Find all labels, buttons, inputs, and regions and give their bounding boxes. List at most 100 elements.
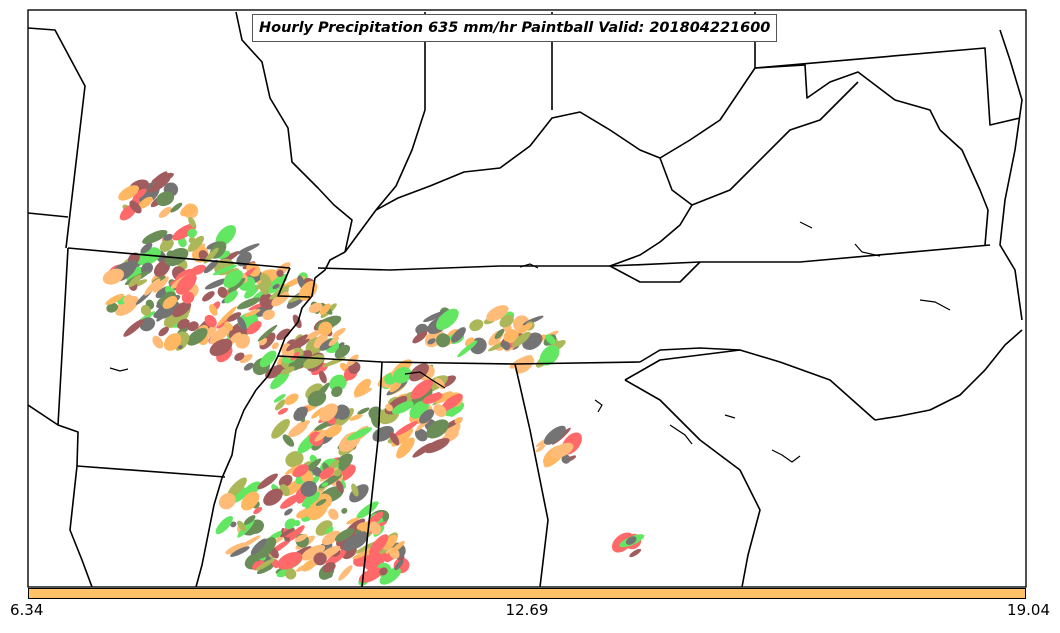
precip-blob (300, 480, 318, 497)
precip-blob (237, 297, 261, 310)
precip-blob (349, 531, 368, 549)
precip-blob (187, 235, 205, 252)
paintball-precip-layer (102, 171, 645, 586)
precip-blob (187, 228, 197, 238)
precip-blob (273, 394, 286, 403)
precip-blob (271, 418, 290, 439)
precip-blob (287, 525, 305, 542)
precip-blob (241, 491, 260, 511)
precip-blob (271, 559, 280, 569)
precip-blob (423, 310, 447, 323)
precip-blob (237, 535, 261, 550)
precip-blob (301, 544, 326, 561)
precip-blob (246, 321, 262, 335)
precip-blob (187, 321, 199, 332)
precip-blob (412, 331, 428, 344)
precip-blob (389, 382, 402, 393)
precip-blob (387, 396, 399, 405)
precip-blob (267, 273, 288, 294)
precip-blob (144, 278, 161, 296)
precip-blob (276, 328, 291, 341)
precip-blob (295, 420, 310, 429)
precip-blob (285, 451, 304, 468)
precip-blob (226, 312, 242, 322)
precip-blob (188, 216, 196, 228)
precip-blob (435, 391, 453, 404)
precip-blob (338, 565, 353, 581)
precip-blob (292, 314, 302, 329)
precip-blob (448, 408, 457, 417)
precip-blob (332, 327, 346, 338)
precip-blob (328, 508, 339, 520)
precip-blob (331, 386, 343, 398)
precip-blob (105, 293, 124, 305)
precip-blob (358, 567, 383, 583)
precip-blob (512, 331, 531, 348)
precip-blob (181, 291, 195, 304)
precip-blob (142, 229, 168, 245)
precip-blob (209, 304, 218, 316)
precip-blob (457, 340, 478, 358)
colorbar-min-label: 6.34 (10, 601, 44, 619)
precip-blob (311, 466, 323, 477)
precip-blob (255, 558, 275, 571)
precip-blob (319, 467, 335, 480)
precip-blob (237, 316, 247, 331)
precip-blob (346, 427, 373, 441)
precip-blob (313, 552, 327, 566)
precip-blob (235, 333, 250, 349)
precip-blob (392, 367, 412, 384)
precip-blob (517, 323, 533, 334)
precip-blob (494, 328, 505, 340)
precip-blob (292, 464, 309, 478)
precip-blob (314, 429, 329, 442)
precip-blob (441, 393, 463, 411)
precip-blob (209, 338, 233, 357)
precip-blob (230, 546, 250, 557)
precip-blob (172, 301, 192, 318)
precip-blob (217, 306, 237, 327)
precip-blob (140, 242, 153, 254)
precip-blob (223, 269, 243, 288)
precip-blob (277, 551, 303, 570)
precip-blob (260, 273, 272, 288)
precip-blob (307, 499, 329, 521)
precip-blob (486, 305, 509, 322)
precip-blob (276, 269, 284, 277)
precip-blob (237, 520, 247, 532)
precip-blob (282, 434, 295, 447)
precip-blob (224, 290, 238, 304)
coastline-details (109, 221, 951, 463)
colorbar-max-label: 19.04 (1007, 601, 1050, 619)
precip-blob (158, 206, 172, 218)
precip-blob (254, 537, 277, 559)
precip-blob (202, 291, 215, 302)
precip-blob (357, 407, 370, 415)
precip-blob (341, 508, 348, 514)
precip-blob (391, 540, 405, 553)
precip-blob (322, 562, 336, 573)
precip-blob (204, 314, 217, 328)
precip-blob (349, 414, 363, 421)
precip-blob (278, 474, 293, 488)
precip-blob (454, 417, 463, 424)
precip-blob (140, 305, 151, 316)
precip-blob (328, 336, 340, 347)
precip-blob (625, 536, 637, 545)
precip-blob (128, 274, 142, 288)
precip-blob (257, 324, 278, 342)
precip-blob (203, 259, 219, 274)
precip-blob (272, 283, 280, 290)
precip-blob (163, 233, 174, 241)
precip-blob (132, 188, 147, 200)
precip-blob (244, 284, 260, 299)
precip-blob (262, 309, 275, 320)
precip-blob (318, 321, 333, 336)
precip-blob (153, 276, 169, 293)
precip-blob (212, 264, 237, 276)
precip-blob (280, 527, 295, 538)
precip-blob (230, 521, 237, 528)
precip-blob (170, 202, 183, 213)
precip-blob (243, 362, 254, 371)
precip-blob (315, 498, 327, 507)
